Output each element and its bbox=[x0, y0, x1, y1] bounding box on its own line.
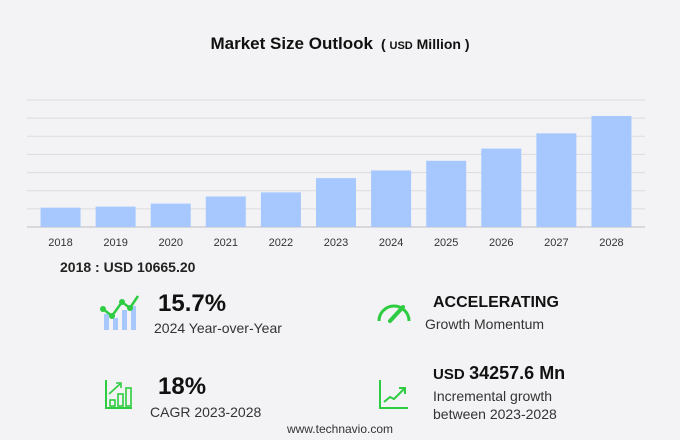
x-tick-label: 2025 bbox=[434, 237, 458, 249]
bar-2027 bbox=[536, 133, 577, 227]
chart-title: Market Size Outlook ( USD Million ) bbox=[0, 34, 680, 54]
unit-suffix: ) bbox=[460, 36, 470, 52]
cagr-label: CAGR 2023-2028 bbox=[150, 404, 262, 420]
yoy-value: 15.7% bbox=[158, 290, 227, 317]
yoy-label: 2024 Year-over-Year bbox=[154, 320, 282, 336]
bar-2023 bbox=[316, 178, 356, 227]
bar-2020 bbox=[150, 203, 191, 227]
x-tick-label: 2023 bbox=[324, 237, 348, 249]
growth-chart-icon bbox=[100, 295, 140, 330]
x-tick-label: 2022 bbox=[269, 237, 293, 249]
unit-prefix: ( bbox=[380, 36, 390, 52]
x-tick-label: 2019 bbox=[103, 237, 127, 249]
x-tick-label: 2027 bbox=[544, 237, 568, 249]
bar-chart: 2018 2019 2020 2021 2022 2023 2024 2025 2026 2027… bbox=[27, 99, 645, 249]
x-tick-label: 2028 bbox=[599, 237, 623, 249]
x-tick-label: 2021 bbox=[214, 237, 238, 249]
incremental-currency: USD bbox=[433, 366, 465, 383]
momentum-label: Growth Momentum bbox=[425, 316, 545, 332]
bar-2021 bbox=[205, 196, 246, 227]
unit-label: ( USD Million ) bbox=[381, 36, 470, 52]
x-tick-label: 2018 bbox=[48, 237, 72, 249]
unit-name: Million bbox=[416, 36, 461, 52]
incremental-label-1: Incremental growth bbox=[433, 388, 553, 404]
bar-2028 bbox=[591, 115, 632, 227]
line-growth-icon bbox=[379, 380, 408, 409]
bar-2024 bbox=[371, 170, 412, 227]
unit-currency: USD bbox=[389, 40, 413, 52]
bar-2019 bbox=[95, 206, 136, 227]
footer-url: www.technavio.com bbox=[286, 422, 394, 436]
cagr-value: 18% bbox=[158, 373, 207, 400]
bar-growth-icon bbox=[105, 380, 132, 409]
x-tick-label: 2026 bbox=[489, 237, 513, 249]
incremental-label-2: between 2023-2028 bbox=[433, 406, 557, 422]
base-year-value: 2018 : USD 10665.20 bbox=[60, 259, 196, 275]
momentum-value: ACCELERATING bbox=[433, 294, 559, 311]
x-tick-label: 2020 bbox=[158, 237, 182, 249]
bar-2018 bbox=[40, 207, 81, 227]
title-text: Market Size Outlook bbox=[210, 34, 373, 53]
bar-2022 bbox=[260, 192, 301, 227]
bar-2025 bbox=[426, 160, 467, 227]
speedometer-icon bbox=[377, 304, 411, 323]
incremental-value: 34257.6 Mn bbox=[469, 363, 566, 383]
x-tick-label: 2024 bbox=[379, 237, 403, 249]
bar-2026 bbox=[481, 148, 522, 227]
